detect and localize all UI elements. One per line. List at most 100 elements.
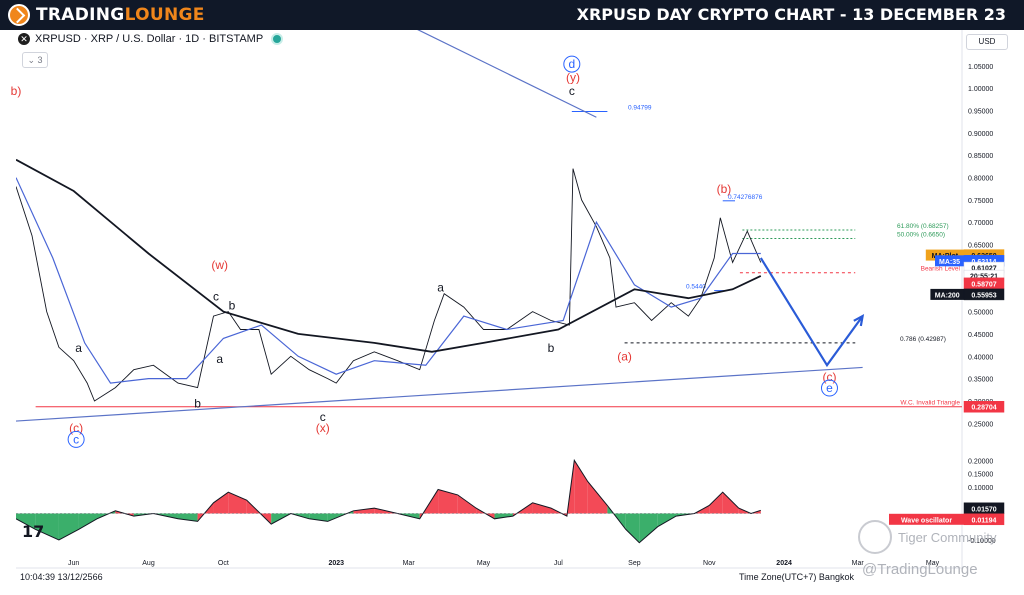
wave-label: b) (11, 84, 22, 98)
price-label-name: MA:200 (935, 292, 960, 299)
wave-label: b (194, 397, 201, 411)
level-label: 50.00% (0.6650) (897, 232, 945, 239)
xrp-icon: ✕ (18, 33, 30, 45)
level-label: 0.786 (0.42987) (900, 336, 946, 343)
price-label-value: 0.55953 (971, 292, 996, 299)
wave-label: (y) (566, 71, 580, 85)
y-tick-label: 0.95000 (968, 109, 993, 116)
price-label-box (963, 400, 1005, 413)
wave-circle (563, 55, 581, 73)
price-label-box (963, 288, 1005, 301)
osc-label-name: Wave oscillator (901, 517, 952, 524)
chart-canvas[interactable]: 1.05000 1.00000 0.95000 0.90000 0.85000 0.800… (0, 30, 1024, 595)
y-tick-label: 0.70000 (968, 220, 993, 227)
oscillator-segment (309, 513, 328, 522)
oscillator-segment (228, 492, 247, 514)
level-label: Bearish Level (921, 266, 961, 273)
brand-logo: TRADINGLOUNGE (8, 2, 205, 28)
brand-arrow-icon (8, 4, 30, 26)
wave-label: c (213, 289, 219, 303)
forecast-arrowhead (853, 314, 865, 327)
series-ma200 (16, 158, 762, 353)
oscillator-segment (532, 502, 551, 514)
osc-label-box (963, 513, 1005, 526)
wave-label: (x) (316, 421, 330, 435)
y-tick-label: 1.05000 (968, 64, 993, 71)
wave-label: e (826, 381, 833, 395)
level-label: 0.74276876 (728, 194, 763, 201)
brand-name: TRADINGLOUNGE (36, 5, 205, 25)
oscillator-segment (625, 513, 640, 543)
osc-tick-label: 0.20000 (968, 458, 993, 465)
y-tick-label: 0.35000 (968, 377, 993, 384)
level-label: W.C. Invalid Triangle (900, 400, 960, 407)
y-tick-label: 0.50000 (968, 310, 993, 317)
x-tick-label: Mar (852, 560, 865, 567)
y-tick-label: 0.80000 (968, 176, 993, 183)
oscillator-segment (213, 492, 229, 514)
wave-label: b (229, 298, 236, 312)
price-label-value: 0.58707 (971, 281, 996, 288)
header-bar: TRADINGLOUNGE XRPUSD DAY CRYPTO CHART - … (0, 0, 1024, 30)
oscillator-segment (438, 489, 458, 514)
wave-label: (w) (211, 258, 228, 272)
wave-label: b (548, 341, 555, 355)
oscillator-segment (709, 492, 723, 514)
wave-label: (a) (617, 350, 632, 364)
y-tick-label: 0.85000 (968, 153, 993, 160)
price-label-value: 20:55:21 (970, 274, 998, 281)
y-tick-label: 0.40000 (968, 354, 993, 361)
osc-tick-label: -0.10000 (968, 538, 996, 545)
osc-tick-label: 0.15000 (968, 472, 993, 479)
y-tick-label: 0.90000 (968, 131, 993, 138)
timezone-label[interactable]: Time Zone(UTC+7) Bangkok (739, 572, 854, 582)
x-tick-label: Jun (68, 560, 79, 567)
x-tick-label: May (926, 560, 940, 567)
x-tick-label: May (477, 560, 491, 567)
upper-trendline (417, 30, 597, 118)
osc-tick-label: 0.10000 (968, 485, 993, 492)
brand-trading: TRADING (36, 5, 125, 25)
oscillator-segment (35, 513, 59, 541)
oscillator-segment (574, 460, 588, 514)
oscillator-segment (587, 481, 608, 514)
price-label-value: 0.61027 (971, 266, 996, 273)
market-open-icon (271, 33, 284, 45)
currency-selector[interactable]: USD (966, 34, 1008, 50)
page-title: XRPUSD DAY CRYPTO CHART - 13 DECEMBER 23 (576, 5, 1006, 24)
indicators-toggle[interactable]: ⌄ 3 (22, 52, 48, 68)
x-tick-label: Jul (554, 560, 563, 567)
wave-label: a (437, 280, 444, 294)
wave-circle (820, 379, 838, 397)
x-tick-label: Oct (218, 560, 229, 567)
series-ma35 (16, 177, 761, 384)
price-label-tag (935, 255, 964, 267)
osc-label-value: 0.01194 (972, 517, 997, 524)
level-label: 61.80% (0.68257) (897, 223, 949, 230)
wave-label: c (73, 432, 79, 446)
oscillator-segment (353, 508, 375, 514)
x-tick-label: Aug (142, 560, 155, 567)
oscillator-segment (639, 513, 658, 543)
symbol-info[interactable]: ✕ XRPUSD · XRP / U.S. Dollar · 1D · BITS… (18, 33, 284, 45)
wave-label: a (216, 352, 223, 366)
watermark: @TradingLounge (862, 561, 978, 578)
symbol-text: XRPUSD · XRP / U.S. Dollar · 1D · BITSTA… (35, 33, 264, 45)
wave-label: c (320, 410, 326, 424)
indicator-count: 3 (37, 55, 43, 65)
lower-trendline (16, 366, 863, 422)
tiger-icon (858, 520, 892, 554)
oscillator-segment (177, 513, 198, 522)
x-tick-label: Nov (703, 560, 716, 567)
y-tick-label: 0.65000 (968, 243, 993, 250)
brand-lounge: LOUNGE (124, 5, 205, 25)
oscillator-segment (494, 513, 513, 519)
oscillator-segment (722, 492, 739, 514)
tradingview-logo: 17 (22, 522, 45, 541)
x-tick-label: Mar (403, 560, 416, 567)
timestamp: 10:04:39 13/12/2566 (20, 572, 103, 582)
wave-label: d (568, 57, 575, 71)
oscillator-segment (457, 494, 477, 514)
wave-label: c (569, 84, 575, 98)
tiger-community-badge: Tiger Community (858, 520, 996, 554)
